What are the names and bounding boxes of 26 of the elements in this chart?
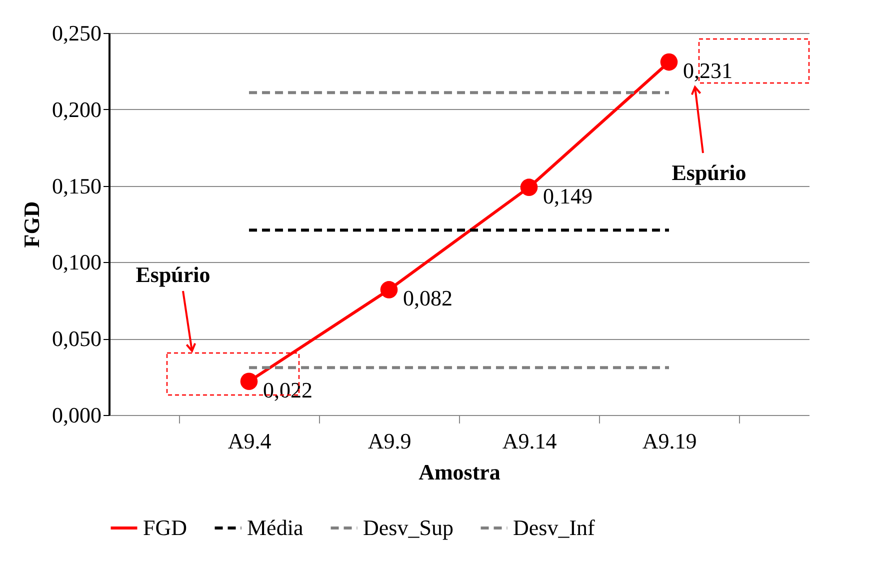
y-axis-title: FGD xyxy=(19,201,44,248)
y-tick-label: 0,050 xyxy=(52,326,102,352)
x-tick-label: A9.4 xyxy=(228,428,272,454)
y-tick-label: 0,250 xyxy=(52,20,102,46)
data-label: 0,149 xyxy=(543,183,592,208)
y-tick-label: 0,150 xyxy=(52,173,102,198)
legend-label: Média xyxy=(247,515,304,540)
point xyxy=(380,281,398,298)
x-tick-label: A9.14 xyxy=(502,428,557,454)
legend-label: Desv_Inf xyxy=(513,515,596,540)
y-tick-label: 0,000 xyxy=(52,402,102,428)
point xyxy=(660,53,678,71)
y-tick-label: 0,100 xyxy=(52,250,102,275)
point xyxy=(520,178,538,196)
x-axis-title: Amostra xyxy=(418,460,500,484)
legend-label: FGD xyxy=(143,515,188,540)
annotation: Espúrio xyxy=(672,160,746,185)
data-label: 0,231 xyxy=(683,58,732,84)
legend-label: Desv_Sup xyxy=(363,515,454,540)
annotation: Espúrio xyxy=(136,262,210,287)
data-label: 0,082 xyxy=(403,286,452,311)
point xyxy=(240,372,258,390)
data-label: 0,022 xyxy=(263,377,312,402)
x-tick-label: A9.19 xyxy=(642,428,697,454)
x-tick-label: A9.9 xyxy=(368,428,412,454)
y-tick-label: 0,200 xyxy=(52,96,102,122)
